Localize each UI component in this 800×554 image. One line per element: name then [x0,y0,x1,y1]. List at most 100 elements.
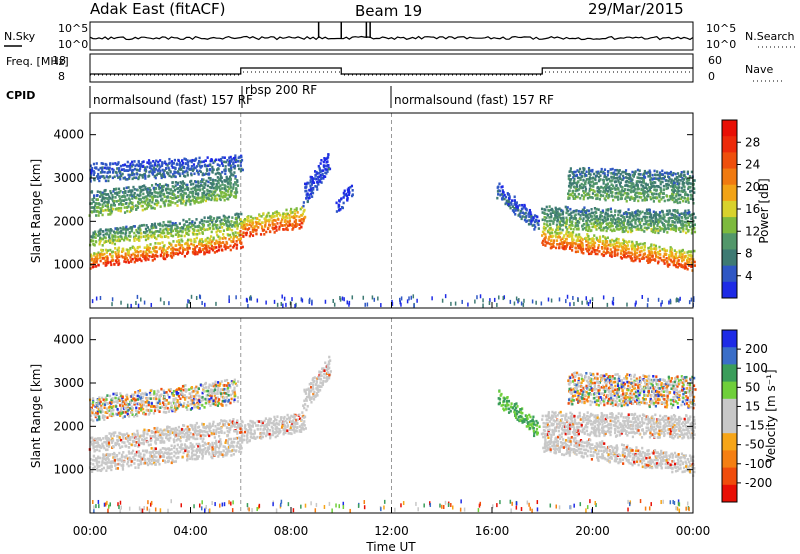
data-cell [121,172,124,176]
data-cell [516,206,519,210]
data-cell [618,242,621,245]
data-cell [145,195,148,198]
data-cell [131,245,134,249]
data-cell [528,208,532,212]
data-cell [181,159,184,162]
data-cell [301,212,304,216]
data-cell [128,231,131,234]
data-cell [652,216,655,219]
data-cell [215,250,219,253]
data-cell [188,200,191,203]
data-cell [145,207,148,210]
data-cell [160,235,164,239]
data-cell [219,453,222,456]
data-cell [669,224,672,227]
data-cell [582,219,585,222]
data-cell [240,226,243,229]
data-cell [154,187,158,190]
data-cell [590,211,593,215]
noise-cell [291,297,293,302]
data-cell [195,448,199,451]
data-cell [251,226,254,230]
data-cell [110,209,114,213]
data-cell [144,250,148,253]
data-cell [584,190,587,193]
data-cell [611,221,614,224]
data-cell [119,197,122,201]
data-cell [652,214,656,217]
data-cell [139,228,142,231]
data-cell [163,459,167,463]
data-cell [595,181,598,185]
data-cell [200,180,203,183]
data-cell [111,197,114,201]
data-cell [670,249,673,253]
data-cell [113,262,116,266]
data-cell [624,170,627,174]
data-cell [609,187,612,190]
data-cell [693,230,697,234]
data-cell [127,450,130,453]
data-cell [596,194,599,197]
data-cell [150,192,154,195]
data-cell [660,227,663,230]
data-cell [210,158,213,161]
data-cell [571,182,575,185]
data-cell [641,228,644,232]
data-cell [206,192,209,196]
data-cell [541,234,544,237]
data-cell [571,171,574,174]
noise-cell [228,299,230,304]
data-cell [611,229,614,233]
data-cell [678,253,681,256]
data-cell [593,182,596,185]
data-cell [292,215,296,218]
data-cell [213,223,216,226]
data-cell [593,234,596,237]
data-cell [169,231,172,235]
data-cell [582,168,585,172]
noise-cell [308,299,311,304]
data-cell [141,188,144,192]
data-cell [207,197,211,201]
data-cell [231,232,234,235]
data-cell [232,244,236,248]
data-cell [606,240,609,243]
data-cell [517,208,520,212]
data-cell [584,185,587,189]
data-cell [582,184,585,187]
data-cell [156,255,159,258]
data-cell [555,239,559,242]
data-cell [684,224,687,227]
data-cell [649,171,652,174]
data-cell [620,257,623,260]
data-cell [191,220,194,224]
data-cell [295,207,298,210]
data-cell [230,158,233,161]
data-cell [326,156,329,160]
data-cell [232,195,236,198]
data-cell [183,447,186,451]
data-cell [227,246,230,249]
data-cell [565,211,568,215]
data-cell [226,228,229,231]
data-cell [347,186,350,190]
data-cell [220,159,223,163]
data-cell [574,170,577,174]
data-cell [651,230,655,234]
data-cell [205,249,208,252]
data-cell [119,209,122,213]
data-cell [206,156,209,159]
data-cell [142,160,145,163]
data-cell [128,168,131,172]
data-cell [221,226,224,229]
data-cell [91,470,94,473]
data-cell [350,184,354,188]
data-cell [99,232,102,236]
data-cell [120,235,123,239]
data-cell [639,242,642,246]
data-cell [530,217,533,221]
data-cell [263,233,266,236]
data-cell [185,220,189,224]
noise-cell [186,303,188,308]
